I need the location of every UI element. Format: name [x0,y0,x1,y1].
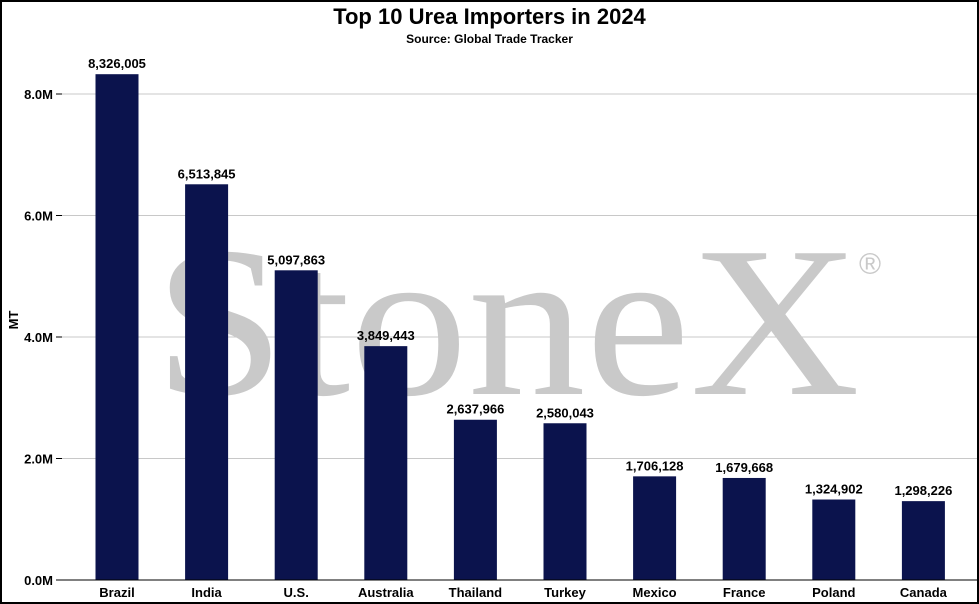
stonex-watermark: StoneX ® [154,202,881,441]
x-tick-label: Mexico [633,585,677,600]
data-label: 6,513,845 [178,166,236,181]
watermark-text: StoneX [154,202,860,441]
axes: 0.0M 2.0M 4.0M 6.0M 8.0M Brazil India U.S. Austr… [24,87,977,600]
data-label: 1,298,226 [894,483,952,498]
bar-australia [364,346,408,580]
y-tick-label: 0.0M [24,573,53,588]
chart-title: Top 10 Urea Importers in 2024 [333,4,646,29]
y-tick-label: 4.0M [24,330,53,345]
data-label: 1,706,128 [626,458,684,473]
bars: 8,326,005 6,513,845 5,097,863 3,849,443 2,63… [88,56,952,581]
bar-poland [812,499,856,580]
data-label: 1,679,668 [715,460,773,475]
bar-france [722,477,766,580]
y-axis-label: MT [6,311,21,330]
x-tick-label: Australia [358,585,414,600]
bar-u-s [274,270,318,580]
x-tick-label: Brazil [99,585,134,600]
chart-subtitle: Source: Global Trade Tracker [406,32,573,46]
x-tick-label: France [723,585,766,600]
y-tick-label: 8.0M [24,87,53,102]
x-tick-label: U.S. [284,585,309,600]
bar-brazil [95,74,139,581]
x-tick-label: Turkey [544,585,586,600]
bar-thailand [453,419,497,580]
y-tick-label: 6.0M [24,209,53,224]
bar-turkey [543,423,587,580]
data-label: 2,637,966 [446,402,504,417]
x-tick-label: Thailand [449,585,503,600]
bar-canada [901,501,945,580]
data-label: 3,849,443 [357,328,415,343]
data-label: 1,324,902 [805,482,863,497]
bar-mexico [633,476,677,580]
y-tick-label: 2.0M [24,452,53,467]
x-tick-label: India [191,585,222,600]
data-label: 5,097,863 [267,252,325,267]
watermark-registered-mark: ® [859,248,881,281]
x-tick-label: Canada [900,585,948,600]
data-label: 2,580,043 [536,405,594,420]
bar-india [185,184,229,580]
x-tick-label: Poland [812,585,855,600]
data-label: 8,326,005 [88,56,146,71]
